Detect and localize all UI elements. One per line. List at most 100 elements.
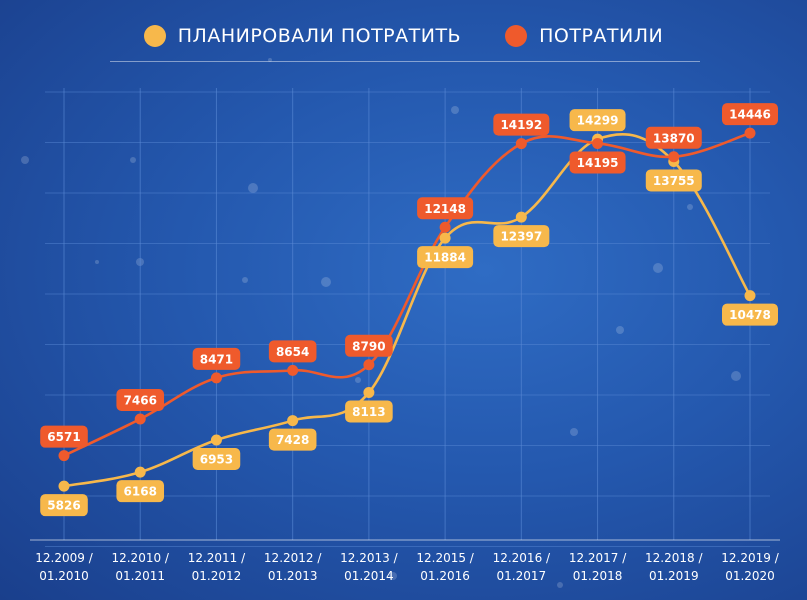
background-dot [557, 582, 563, 588]
x-tick-label: 01.2017 [497, 569, 547, 583]
x-tick-label: 01.2010 [39, 569, 89, 583]
data-label-box-spent [192, 347, 241, 370]
background-dot [268, 58, 272, 62]
data-point-planned [439, 232, 451, 244]
x-tick-label: 12.2016 / [493, 551, 551, 565]
data-label-spent: 14446 [729, 108, 771, 122]
data-label-box-planned [116, 480, 165, 503]
data-label-box-spent [417, 197, 474, 220]
legend-item-planned: ПЛАНИРОВАЛИ ПОТРАТИТЬ [143, 25, 462, 47]
x-tick-label: 01.2018 [573, 569, 623, 583]
data-label-spent: 8790 [352, 339, 385, 353]
data-point-planned [287, 415, 299, 427]
data-label-spent: 6571 [47, 430, 80, 444]
x-tick-label: 01.2014 [344, 569, 394, 583]
background-dot [130, 157, 136, 163]
data-label-planned: 5826 [47, 499, 80, 513]
x-tick-label: 01.2016 [420, 569, 470, 583]
data-label-planned: 6953 [200, 453, 233, 467]
data-point-planned [744, 290, 756, 302]
legend-label-planned: ПЛАНИРОВАЛИ ПОТРАТИТЬ [177, 25, 462, 47]
data-label-planned: 10478 [729, 308, 771, 322]
data-label-box-planned [493, 225, 550, 248]
data-point-spent [439, 221, 451, 233]
data-label-spent: 12148 [424, 202, 466, 216]
x-tick-label: 12.2011 / [188, 551, 246, 565]
data-point-planned [515, 211, 527, 223]
data-label-box-spent [722, 103, 778, 126]
data-label-box-planned [345, 400, 393, 423]
data-label-spent: 8471 [200, 352, 233, 366]
background-dot [389, 572, 397, 580]
data-point-spent [592, 137, 604, 149]
x-tick-label: 01.2019 [649, 569, 699, 583]
background-dot [248, 183, 258, 193]
data-label-planned: 6168 [124, 485, 157, 499]
data-label-box-planned [722, 303, 778, 326]
x-tick-label: 12.2015 / [416, 551, 474, 565]
legend-item-spent: ПОТРАТИЛИ [505, 25, 663, 47]
legend-label-spent: ПОТРАТИЛИ [539, 25, 664, 47]
data-label-box-planned [569, 109, 626, 132]
x-tick-label: 01.2020 [725, 569, 775, 583]
data-label-planned: 14299 [577, 114, 619, 128]
x-tick-label: 12.2019 / [721, 551, 779, 565]
x-tick-label: 01.2012 [192, 569, 242, 583]
data-point-spent [134, 413, 146, 425]
background-dot [653, 263, 663, 273]
data-point-planned [58, 480, 70, 492]
data-label-planned: 13755 [653, 174, 695, 188]
data-point-spent [668, 151, 680, 163]
data-label-box-planned [192, 448, 241, 471]
data-label-planned: 7428 [276, 433, 309, 447]
data-label-spent: 14195 [577, 156, 619, 170]
data-label-box-planned [40, 494, 88, 517]
data-point-spent [744, 127, 756, 139]
x-tick-label: 12.2012 / [264, 551, 322, 565]
data-label-planned: 8113 [352, 405, 385, 419]
x-tick-label: 12.2017 / [569, 551, 627, 565]
x-tick-label: 12.2018 / [645, 551, 703, 565]
data-point-spent [58, 450, 70, 462]
data-label-box-spent [569, 151, 626, 174]
legend-marker-planned [143, 25, 166, 47]
background-dot [687, 204, 693, 210]
legend: ПЛАНИРОВАЛИ ПОТРАТИТЬ ПОТРАТИЛИ [0, 18, 807, 54]
legend-divider [110, 61, 700, 62]
series-line-spent [63, 131, 751, 457]
data-point-spent [210, 372, 222, 384]
x-tick-label: 01.2011 [115, 569, 165, 583]
background-dot [731, 371, 741, 381]
background-dot [451, 106, 459, 114]
data-label-box-planned [268, 428, 317, 451]
background-dot [95, 260, 99, 264]
background-dot [21, 156, 29, 164]
data-label-spent: 7466 [124, 394, 157, 408]
data-label-box-spent [116, 389, 165, 412]
background-dot [242, 277, 248, 283]
data-label-spent: 8654 [276, 345, 309, 359]
data-label-planned: 11884 [424, 251, 466, 265]
legend-marker-spent [505, 25, 528, 47]
background-dot [355, 377, 361, 383]
data-label-spent: 13870 [653, 131, 695, 145]
data-point-spent [515, 138, 527, 150]
background-dot [321, 277, 331, 287]
data-label-planned: 12397 [500, 230, 542, 244]
data-label-box-planned [645, 169, 702, 192]
x-tick-label: 12.2013 / [340, 551, 398, 565]
data-label-box-spent [40, 425, 88, 448]
data-point-planned [134, 466, 146, 478]
x-tick-label: 01.2013 [268, 569, 318, 583]
data-point-planned [363, 387, 375, 399]
data-label-box-spent [493, 113, 550, 136]
data-label-spent: 14192 [500, 118, 542, 132]
data-label-box-spent [345, 334, 393, 357]
data-label-box-planned [417, 246, 474, 269]
data-label-box-spent [268, 340, 317, 363]
x-tick-label: 12.2010 / [111, 551, 169, 565]
data-point-planned [210, 434, 222, 446]
data-point-spent [363, 359, 375, 371]
